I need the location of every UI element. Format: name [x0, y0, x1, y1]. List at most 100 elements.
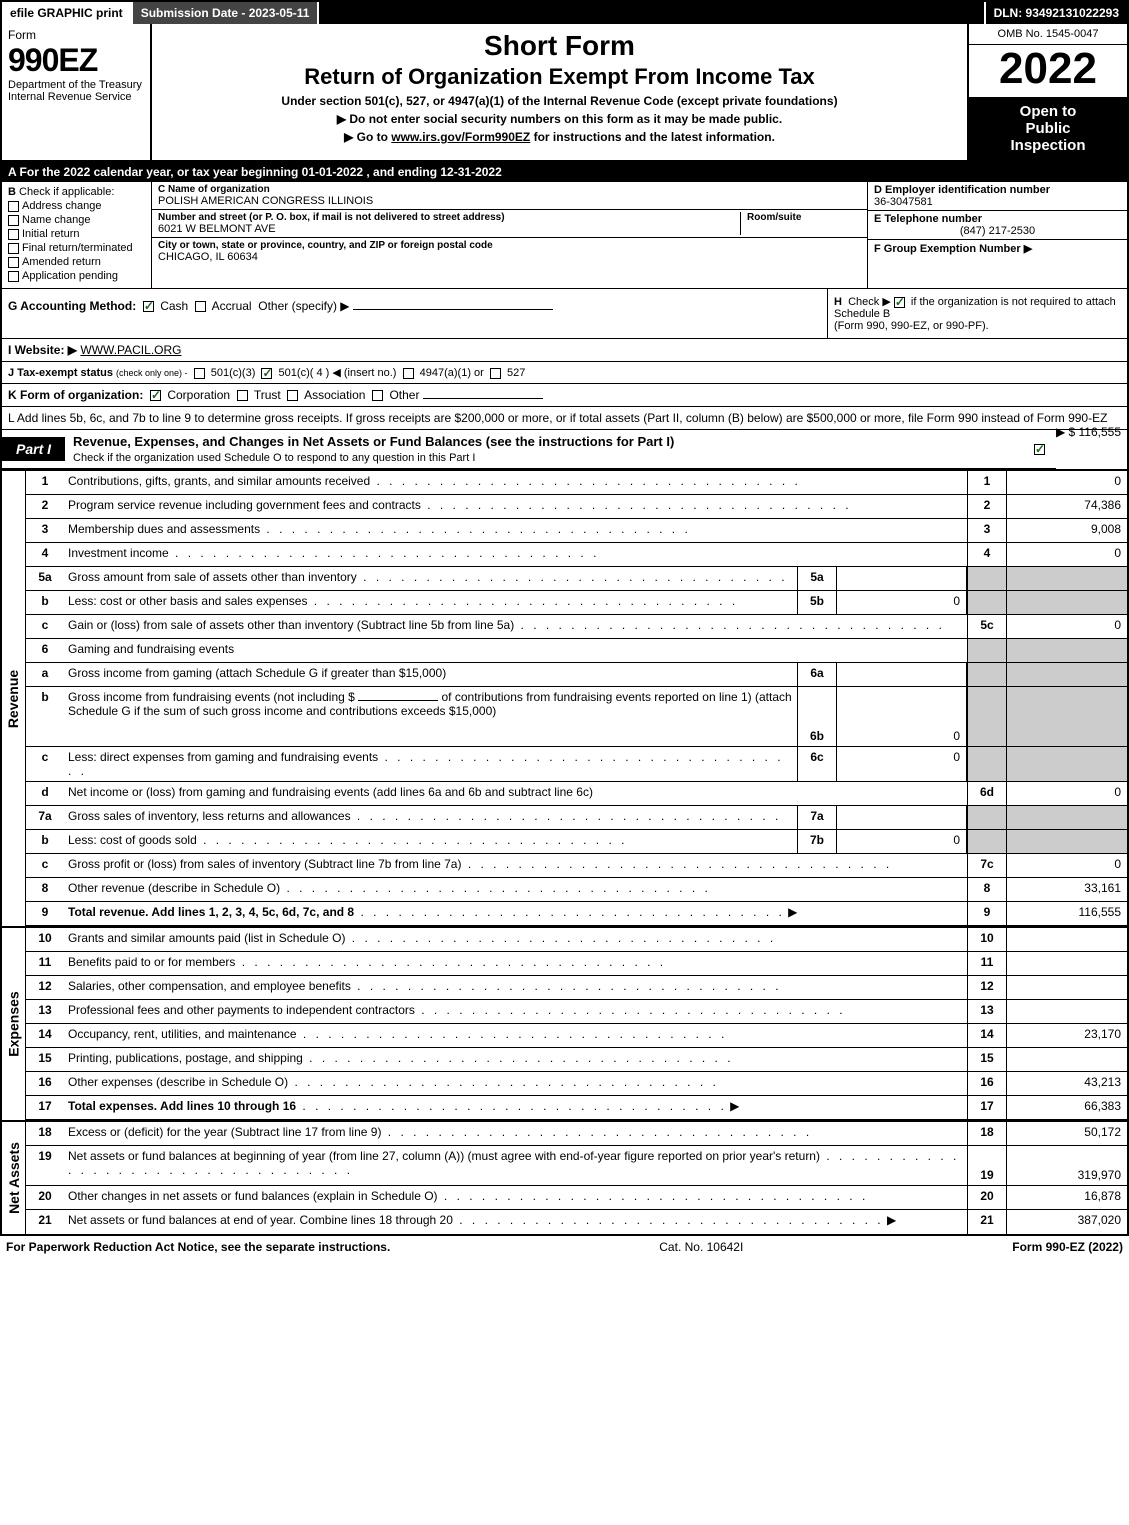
line-8-desc: Other revenue (describe in Schedule O) [68, 881, 280, 895]
line-7a-rval [1007, 806, 1127, 829]
org-city-cell: City or town, state or province, country… [152, 238, 867, 265]
chk-application-pending[interactable]: Application pending [8, 270, 145, 282]
dln: DLN: 93492131022293 [984, 2, 1127, 24]
other-specify-line[interactable] [353, 309, 553, 310]
line-14-rnum: 14 [967, 1024, 1007, 1047]
revenue-section: Revenue 1 Contributions, gifts, grants, … [2, 469, 1127, 926]
line-5a-desc: Gross amount from sale of assets other t… [68, 570, 357, 584]
line-6d-value: 0 [1007, 782, 1127, 805]
line-10-desc: Grants and similar amounts paid (list in… [68, 931, 345, 945]
line-4-value: 0 [1007, 543, 1127, 566]
line-6c-ival: 0 [837, 747, 967, 781]
line-7a-desc: Gross sales of inventory, less returns a… [68, 809, 351, 823]
line-7c-rnum: 7c [967, 854, 1007, 877]
chk-initial-return[interactable]: Initial return [8, 228, 145, 240]
irs-link[interactable]: www.irs.gov/Form990EZ [391, 130, 530, 144]
line-19-desc: Net assets or fund balances at beginning… [68, 1149, 820, 1163]
chk-trust[interactable] [237, 390, 248, 401]
part1-schedule-o-check[interactable] [1026, 438, 1056, 460]
col-c: C Name of organization POLISH AMERICAN C… [152, 182, 867, 288]
chk-address-change[interactable]: Address change [8, 200, 145, 212]
row-gh: G Accounting Method: Cash Accrual Other … [2, 289, 1127, 339]
b-label: B [8, 186, 16, 198]
line-6b-rnum [967, 687, 1007, 746]
title-short: Short Form [158, 30, 961, 62]
line-9-rnum: 9 [967, 902, 1007, 925]
line-8-value: 33,161 [1007, 878, 1127, 901]
ein-value: 36-3047581 [874, 196, 1121, 208]
line-6b-desc1: Gross income from fundraising events (no… [68, 690, 355, 704]
footer-left: For Paperwork Reduction Act Notice, see … [6, 1240, 390, 1254]
line-16-value: 43,213 [1007, 1072, 1127, 1095]
col-b: B Check if applicable: Address change Na… [2, 182, 152, 288]
line-1: 1 Contributions, gifts, grants, and simi… [26, 471, 1127, 495]
line-11-desc: Benefits paid to or for members [68, 955, 235, 969]
chk-corporation[interactable] [150, 390, 161, 401]
line-6d-desc: Net income or (loss) from gaming and fun… [68, 785, 593, 799]
part1-tab: Part I [2, 437, 65, 461]
line-20-value: 16,878 [1007, 1186, 1127, 1209]
line-11-rnum: 11 [967, 952, 1007, 975]
chk-501c[interactable] [261, 368, 272, 379]
line-6d-rnum: 6d [967, 782, 1007, 805]
chk-527[interactable] [490, 368, 501, 379]
line-12-rnum: 12 [967, 976, 1007, 999]
chk-other-org[interactable] [372, 390, 383, 401]
line-15-num: 15 [26, 1048, 64, 1071]
line-18: 18 Excess or (deficit) for the year (Sub… [26, 1122, 1127, 1146]
line-16-desc: Other expenses (describe in Schedule O) [68, 1075, 288, 1089]
chk-final-return[interactable]: Final return/terminated [8, 242, 145, 254]
efile-print[interactable]: efile GRAPHIC print [2, 2, 133, 24]
line-6-desc: Gaming and fundraising events [68, 642, 234, 656]
line-5a-num: 5a [26, 567, 64, 590]
website-value[interactable]: WWW.PACIL.ORG [80, 343, 181, 357]
line-5c-rnum: 5c [967, 615, 1007, 638]
row-website: I Website: ▶ WWW.PACIL.ORG [2, 339, 1127, 362]
line-7b-rnum [967, 830, 1007, 853]
chk-cash[interactable] [143, 301, 154, 312]
chk-schedule-b[interactable] [894, 297, 905, 308]
line-6c-desc: Less: direct expenses from gaming and fu… [68, 750, 378, 764]
chk-association[interactable] [287, 390, 298, 401]
submission-date: Submission Date - 2023-05-11 [133, 2, 320, 24]
line-6b-blank[interactable] [358, 700, 438, 701]
opt-4947a1: 4947(a)(1) or [420, 367, 484, 379]
chk-4947a1[interactable] [403, 368, 414, 379]
line-20: 20 Other changes in net assets or fund b… [26, 1186, 1127, 1210]
opt-cash: Cash [160, 299, 188, 313]
line-11-value [1007, 952, 1127, 975]
warning-ssn: ▶ Do not enter social security numbers o… [158, 112, 961, 126]
other-org-line[interactable] [423, 398, 543, 399]
org-name-value: POLISH AMERICAN CONGRESS ILLINOIS [158, 195, 861, 207]
j-note: (check only one) - [116, 368, 188, 378]
phone-label: E Telephone number [874, 213, 1121, 225]
line-7b-rval [1007, 830, 1127, 853]
line-16-rnum: 16 [967, 1072, 1007, 1095]
opt-name-change: Name change [22, 214, 91, 226]
col-def: D Employer identification number 36-3047… [867, 182, 1127, 288]
opt-trust: Trust [254, 388, 281, 402]
chk-name-change[interactable]: Name change [8, 214, 145, 226]
revenue-label: Revenue [6, 669, 22, 727]
row-form-of-org: K Form of organization: Corporation Trus… [2, 384, 1127, 407]
line-20-rnum: 20 [967, 1186, 1007, 1209]
line-19-num: 19 [26, 1146, 64, 1185]
line-6-rval [1007, 639, 1127, 662]
part1-subtitle: Check if the organization used Schedule … [73, 452, 475, 464]
topbar: efile GRAPHIC print Submission Date - 20… [2, 2, 1127, 24]
chk-501c3[interactable] [194, 368, 205, 379]
opt-accrual: Accrual [212, 299, 252, 313]
line-7c: c Gross profit or (loss) from sales of i… [26, 854, 1127, 878]
form-header: Form 990EZ Department of the Treasury In… [2, 24, 1127, 162]
h-text1: Check ▶ [848, 296, 891, 308]
line-18-num: 18 [26, 1122, 64, 1145]
line-18-desc: Excess or (deficit) for the year (Subtra… [68, 1125, 381, 1139]
line-7b-num: b [26, 830, 64, 853]
line-20-num: 20 [26, 1186, 64, 1209]
room-label: Room/suite [747, 212, 861, 223]
line-1-desc: Contributions, gifts, grants, and simila… [68, 474, 370, 488]
chk-amended-return[interactable]: Amended return [8, 256, 145, 268]
chk-accrual[interactable] [195, 301, 206, 312]
line-10-num: 10 [26, 928, 64, 951]
line-3: 3 Membership dues and assessments 3 9,00… [26, 519, 1127, 543]
